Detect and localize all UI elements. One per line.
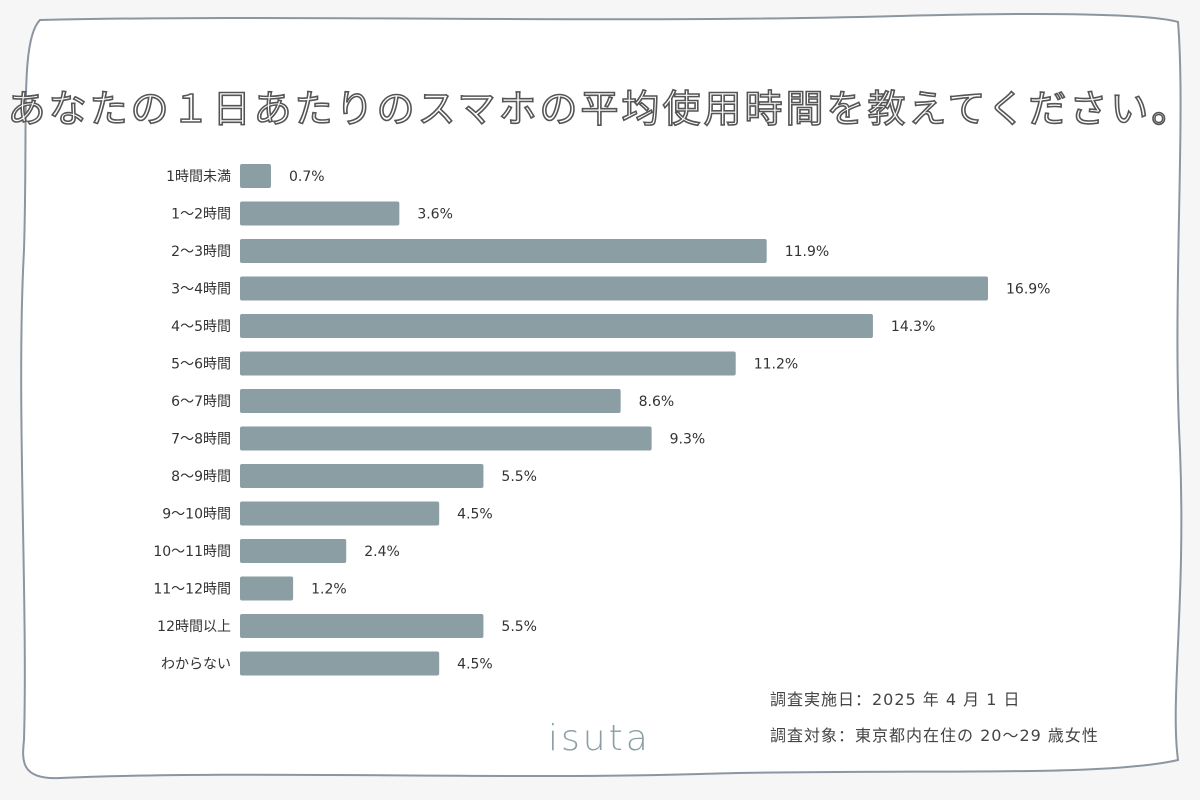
chart-title: あなたの１日あたりのスマホの平均使用時間を教えてください。 xyxy=(7,86,1193,132)
value-label: 8.6% xyxy=(639,394,675,410)
bar xyxy=(240,539,347,563)
category-label: わからない xyxy=(161,657,231,673)
category-label: 2〜3時間 xyxy=(171,244,231,260)
bar xyxy=(240,501,440,526)
bar xyxy=(240,464,484,488)
bar xyxy=(240,614,484,638)
value-label: 5.5% xyxy=(501,469,537,485)
category-label: 1〜2時間 xyxy=(171,207,231,223)
bar xyxy=(240,164,271,188)
value-label: 2.4% xyxy=(364,544,400,560)
category-label: 1時間未満 xyxy=(166,169,231,185)
bar xyxy=(240,426,652,451)
bar xyxy=(240,314,873,338)
bar xyxy=(240,651,440,676)
survey-date: 調査実施日：2025 年 4 月 1 日 xyxy=(770,690,1021,709)
category-label: 12時間以上 xyxy=(157,619,231,635)
category-label: 4〜5時間 xyxy=(171,319,231,335)
category-label: 11〜12時間 xyxy=(153,582,231,598)
value-label: 1.2% xyxy=(311,582,347,598)
value-label: 11.9% xyxy=(785,244,829,260)
value-label: 14.3% xyxy=(891,319,935,335)
bar xyxy=(240,276,988,301)
bar xyxy=(240,201,400,226)
value-label: 11.2% xyxy=(754,357,798,373)
value-label: 3.6% xyxy=(417,207,453,223)
bar xyxy=(240,351,736,376)
bar xyxy=(240,389,621,413)
bar xyxy=(240,239,767,263)
value-label: 4.5% xyxy=(457,657,493,673)
value-label: 9.3% xyxy=(670,432,706,448)
bar xyxy=(240,576,294,601)
value-label: 0.7% xyxy=(289,169,325,185)
value-label: 4.5% xyxy=(457,507,493,523)
category-label: 10〜11時間 xyxy=(153,544,231,560)
isuta-logo: isuta xyxy=(548,718,651,759)
survey-target: 調査対象：東京都内在住の 20〜29 歳女性 xyxy=(770,726,1099,745)
category-label: 8〜9時間 xyxy=(171,469,231,485)
category-label: 3〜4時間 xyxy=(171,282,231,298)
category-label: 7〜8時間 xyxy=(171,432,231,448)
value-label: 5.5% xyxy=(501,619,537,635)
category-label: 5〜6時間 xyxy=(171,357,231,373)
category-label: 9〜10時間 xyxy=(162,507,231,523)
value-label: 16.9% xyxy=(1006,282,1050,298)
category-label: 6〜7時間 xyxy=(171,394,231,410)
